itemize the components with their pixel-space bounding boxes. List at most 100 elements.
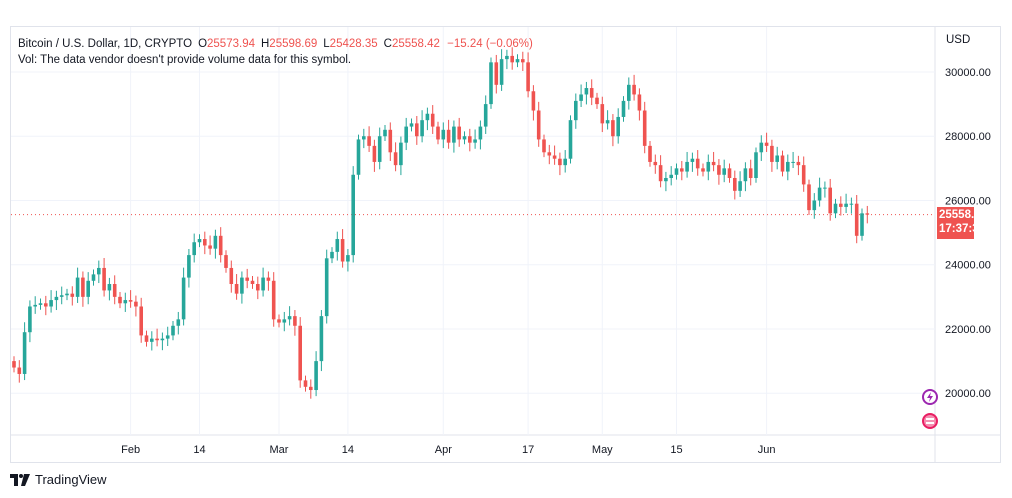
candle[interactable] [415, 115, 419, 145]
candle[interactable] [780, 150, 785, 177]
candle[interactable] [388, 122, 393, 161]
candle[interactable] [786, 154, 790, 181]
candle[interactable] [515, 54, 520, 68]
candle[interactable] [256, 276, 260, 300]
candle[interactable] [75, 267, 80, 303]
candle[interactable] [616, 108, 620, 144]
symbol-name[interactable]: Bitcoin / U.S. Dollar, 1D, CRYPTO [18, 38, 193, 50]
candle[interactable] [367, 126, 371, 152]
candle[interactable] [441, 122, 446, 149]
candle[interactable] [690, 152, 695, 172]
candle[interactable] [669, 166, 673, 186]
candle[interactable] [584, 81, 589, 105]
candle[interactable] [33, 296, 37, 314]
candle[interactable] [711, 151, 716, 172]
candle[interactable] [54, 290, 59, 311]
candle[interactable] [430, 105, 435, 134]
candle[interactable] [674, 163, 679, 180]
candle[interactable] [12, 356, 16, 373]
candle[interactable] [324, 249, 329, 324]
candle[interactable] [404, 117, 408, 151]
candle[interactable] [49, 290, 53, 313]
candle[interactable] [468, 128, 472, 152]
candle[interactable] [123, 292, 128, 312]
candle[interactable] [860, 208, 864, 241]
candle[interactable] [330, 247, 334, 264]
candle[interactable] [118, 292, 122, 309]
candle[interactable] [277, 314, 281, 328]
candle[interactable] [107, 277, 112, 301]
candle[interactable] [160, 332, 165, 351]
candle[interactable] [314, 351, 318, 397]
candle[interactable] [462, 131, 467, 145]
candle[interactable] [446, 119, 451, 149]
candle[interactable] [250, 275, 255, 289]
candle[interactable] [579, 84, 583, 107]
candle[interactable] [542, 134, 546, 158]
candle[interactable] [240, 271, 244, 304]
candle[interactable] [865, 205, 870, 224]
candle[interactable] [171, 320, 175, 341]
candle[interactable] [340, 229, 345, 268]
candle[interactable] [536, 101, 541, 147]
candle[interactable] [706, 154, 711, 181]
candle[interactable] [754, 147, 758, 183]
candle[interactable] [680, 160, 684, 181]
candle[interactable] [282, 311, 287, 332]
candle[interactable] [335, 231, 340, 261]
candle[interactable] [844, 193, 848, 214]
candle[interactable] [743, 162, 748, 192]
candle[interactable] [425, 107, 430, 131]
candle[interactable] [637, 88, 642, 121]
candle[interactable] [271, 272, 276, 327]
candle[interactable] [807, 179, 811, 215]
candle[interactable] [701, 163, 705, 177]
candle[interactable] [611, 114, 615, 147]
candle[interactable] [817, 177, 822, 207]
candle[interactable] [409, 118, 414, 132]
candle[interactable] [648, 141, 652, 167]
candle[interactable] [727, 163, 732, 183]
candle[interactable] [632, 74, 636, 101]
candle[interactable] [510, 47, 514, 70]
candle[interactable] [457, 117, 461, 147]
candle[interactable] [489, 57, 493, 109]
candle[interactable] [563, 150, 567, 173]
candle[interactable] [605, 110, 610, 130]
candle[interactable] [775, 146, 779, 170]
candle[interactable] [91, 269, 96, 286]
candle[interactable] [748, 159, 753, 186]
candle[interactable] [377, 127, 382, 170]
candle[interactable] [473, 129, 477, 149]
candle[interactable] [97, 260, 101, 284]
candle[interactable] [144, 330, 149, 347]
candle[interactable] [134, 295, 138, 317]
tradingview-logo[interactable]: TradingView [10, 472, 107, 487]
candle[interactable] [192, 233, 196, 263]
candle[interactable] [849, 197, 854, 214]
candle[interactable] [812, 193, 817, 219]
candle[interactable] [28, 300, 32, 343]
candle[interactable] [309, 379, 313, 399]
candle[interactable] [139, 297, 143, 343]
lightning-icon[interactable] [922, 389, 938, 405]
calendar-flag-icon[interactable] [922, 413, 938, 429]
candle[interactable] [839, 196, 843, 216]
candle[interactable] [399, 136, 403, 176]
candle[interactable] [181, 267, 186, 326]
candle[interactable] [351, 166, 355, 263]
candle[interactable] [685, 151, 689, 178]
candle[interactable] [356, 134, 361, 180]
candle[interactable] [600, 96, 605, 133]
candle[interactable] [393, 142, 398, 172]
candle[interactable] [303, 375, 308, 392]
candle[interactable] [261, 267, 265, 297]
candle[interactable] [287, 306, 292, 326]
candle[interactable] [293, 310, 297, 336]
candle[interactable] [733, 170, 737, 200]
candle[interactable] [319, 310, 324, 372]
candle[interactable] [658, 155, 663, 188]
candle[interactable] [823, 181, 827, 198]
candle[interactable] [764, 132, 769, 152]
